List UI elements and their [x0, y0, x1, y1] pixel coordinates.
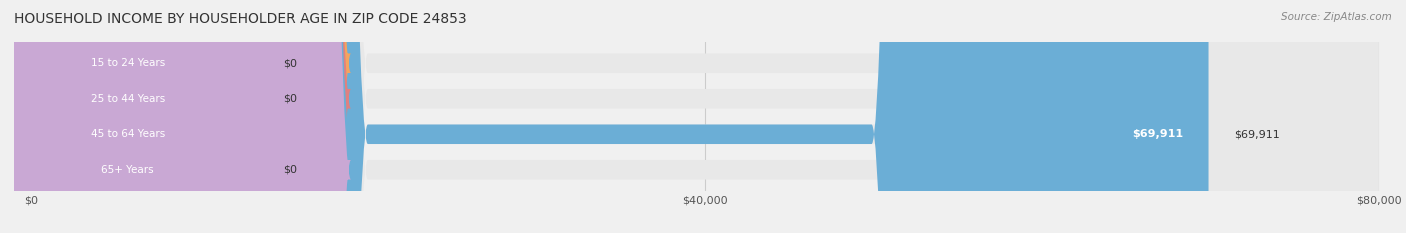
Text: $0: $0: [284, 165, 298, 175]
FancyBboxPatch shape: [31, 0, 1378, 233]
Text: 15 to 24 Years: 15 to 24 Years: [90, 58, 165, 68]
Text: HOUSEHOLD INCOME BY HOUSEHOLDER AGE IN ZIP CODE 24853: HOUSEHOLD INCOME BY HOUSEHOLDER AGE IN Z…: [14, 12, 467, 26]
Text: 25 to 44 Years: 25 to 44 Years: [90, 94, 165, 104]
FancyBboxPatch shape: [31, 0, 1378, 233]
FancyBboxPatch shape: [31, 0, 1378, 233]
Text: 65+ Years: 65+ Years: [101, 165, 155, 175]
FancyBboxPatch shape: [0, 0, 352, 233]
Text: $69,911: $69,911: [1234, 129, 1279, 139]
FancyBboxPatch shape: [0, 0, 352, 233]
Text: $0: $0: [284, 94, 298, 104]
FancyBboxPatch shape: [31, 0, 1378, 233]
Text: $69,911: $69,911: [1132, 129, 1184, 139]
Text: Source: ZipAtlas.com: Source: ZipAtlas.com: [1281, 12, 1392, 22]
FancyBboxPatch shape: [0, 0, 352, 233]
FancyBboxPatch shape: [0, 0, 352, 233]
Text: $0: $0: [284, 58, 298, 68]
FancyBboxPatch shape: [31, 0, 1209, 233]
Text: 45 to 64 Years: 45 to 64 Years: [90, 129, 165, 139]
